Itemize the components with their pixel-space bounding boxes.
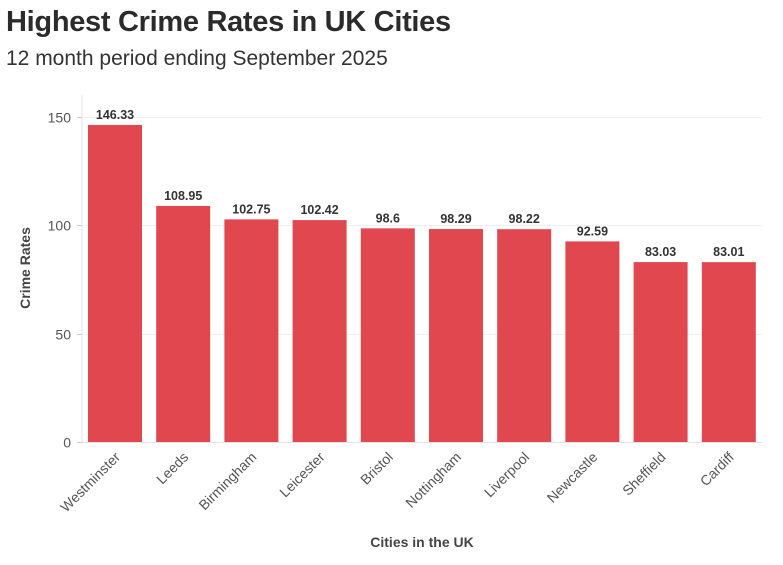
bar-westminster bbox=[88, 124, 142, 443]
data-label: 98.29 bbox=[440, 212, 471, 226]
y-tick-label: 150 bbox=[48, 110, 72, 126]
x-axis-title: Cities in the UK bbox=[370, 534, 473, 550]
bar-bristol bbox=[360, 228, 415, 442]
y-tick-label: 0 bbox=[63, 435, 71, 451]
x-tick-label: Liverpool bbox=[481, 449, 532, 500]
x-tick-label: Sheffield bbox=[619, 449, 669, 499]
y-axis-title: Crime Rates bbox=[17, 227, 33, 309]
data-label: 92.59 bbox=[577, 224, 608, 238]
bar-leicester bbox=[292, 220, 347, 442]
x-tick-label: Westminster bbox=[57, 449, 123, 515]
data-label: 146.33 bbox=[96, 108, 134, 122]
bar-nottingham bbox=[429, 229, 483, 442]
data-label: 83.03 bbox=[645, 245, 676, 259]
bar-newcastle bbox=[565, 241, 620, 442]
x-tick-label: Leicester bbox=[276, 449, 328, 501]
x-tick-label: Newcastle bbox=[544, 449, 601, 506]
y-axis-ticks: 0 50 100 150 bbox=[48, 110, 82, 451]
bars bbox=[88, 124, 756, 443]
bar-leeds bbox=[156, 205, 211, 442]
x-tick-label: Bristol bbox=[357, 449, 396, 488]
data-label: 98.6 bbox=[376, 211, 400, 225]
y-tick-label: 50 bbox=[55, 327, 71, 343]
x-tick-label: Cardiff bbox=[697, 449, 737, 489]
x-tick-label: Leeds bbox=[153, 449, 191, 487]
data-label: 98.22 bbox=[509, 212, 540, 226]
data-labels: 146.33 108.95 102.75 102.42 98.6 98.29 98.22 92… bbox=[96, 108, 745, 259]
data-label: 102.75 bbox=[232, 202, 270, 216]
chart-title: Highest Crime Rates in UK Cities bbox=[6, 6, 451, 38]
x-tick-label: Nottingham bbox=[402, 449, 464, 511]
data-label: 102.42 bbox=[300, 203, 338, 217]
data-label: 83.01 bbox=[713, 245, 744, 259]
x-tick-label: Birmingham bbox=[195, 449, 259, 513]
y-tick-label: 100 bbox=[48, 218, 72, 234]
bar-cardiff bbox=[701, 262, 756, 442]
bar-birmingham bbox=[224, 219, 279, 442]
data-label: 108.95 bbox=[164, 189, 202, 203]
bar-sheffield bbox=[633, 262, 688, 442]
x-axis-ticks: Westminster Leeds Birmingham Leicester Brist… bbox=[57, 449, 737, 515]
bar-liverpool bbox=[497, 229, 552, 442]
chart-subtitle: 12 month period ending September 2025 bbox=[6, 47, 388, 70]
